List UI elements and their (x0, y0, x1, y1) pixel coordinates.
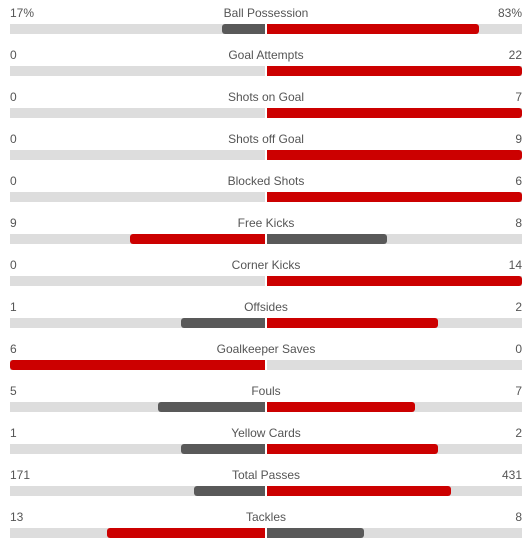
stat-row-total-passes: 171 Total Passes 431 (0, 468, 527, 510)
stat-bar-track (10, 150, 522, 160)
away-value: 9 (515, 132, 522, 146)
stat-row-corner-kicks: 0 Corner Kicks 14 (0, 258, 527, 300)
away-bar (267, 486, 451, 496)
away-value: 22 (508, 48, 522, 62)
home-bar (194, 486, 265, 496)
home-value: 0 (10, 174, 17, 188)
home-value: 171 (10, 468, 31, 482)
stat-bar-track (10, 66, 522, 76)
stat-bar-track (10, 192, 522, 202)
home-value: 6 (10, 342, 17, 356)
away-bar (267, 444, 438, 454)
stat-row-yellow-cards: 1 Yellow Cards 2 (0, 426, 527, 468)
stat-label: Ball Possession (223, 6, 309, 20)
stat-label: Offsides (244, 300, 288, 314)
home-bar (107, 528, 265, 538)
stat-bar-track (10, 24, 522, 34)
away-bar (267, 24, 479, 34)
away-value: 0 (515, 342, 522, 356)
home-value: 1 (10, 426, 17, 440)
home-value: 5 (10, 384, 17, 398)
home-bar (181, 318, 265, 328)
home-value: 0 (10, 90, 17, 104)
away-bar (267, 150, 522, 160)
home-value: 13 (10, 510, 24, 524)
away-bar (267, 234, 387, 244)
stat-row-fouls: 5 Fouls 7 (0, 384, 527, 426)
stat-bar-track (10, 486, 522, 496)
home-value: 9 (10, 216, 17, 230)
home-value: 0 (10, 48, 17, 62)
stat-row-shots-off-goal: 0 Shots off Goal 9 (0, 132, 527, 174)
stat-label: Shots off Goal (228, 132, 304, 146)
away-value: 6 (515, 174, 522, 188)
match-statistics: 17% Ball Possession 83% 0 Goal Attempts … (0, 6, 527, 538)
stat-label: Fouls (251, 384, 281, 398)
away-value: 2 (515, 426, 522, 440)
stat-row-goalkeeper-saves: 6 Goalkeeper Saves 0 (0, 342, 527, 384)
stat-label: Corner Kicks (231, 258, 301, 272)
home-bar (130, 234, 265, 244)
away-bar (267, 318, 438, 328)
stat-row-goal-attempts: 0 Goal Attempts 22 (0, 48, 527, 90)
home-bar (10, 360, 265, 370)
stat-label: Shots on Goal (227, 90, 305, 104)
stat-label: Blocked Shots (227, 174, 305, 188)
stat-row-free-kicks: 9 Free Kicks 8 (0, 216, 527, 258)
stat-label: Goalkeeper Saves (216, 342, 316, 356)
stat-bar-track (10, 234, 522, 244)
home-value: 17% (10, 6, 35, 20)
away-bar (267, 276, 522, 286)
away-value: 8 (515, 216, 522, 230)
stat-label: Yellow Cards (231, 426, 301, 440)
stat-bar-track (10, 360, 522, 370)
home-value: 0 (10, 258, 17, 272)
stat-bar-track (10, 108, 522, 118)
home-bar (181, 444, 265, 454)
away-value: 2 (515, 300, 522, 314)
home-value: 0 (10, 132, 17, 146)
away-value: 7 (515, 90, 522, 104)
stat-label: Goal Attempts (228, 48, 304, 62)
home-bar (222, 24, 265, 34)
home-bar (158, 402, 265, 412)
stat-row-blocked-shots: 0 Blocked Shots 6 (0, 174, 527, 216)
away-value: 7 (515, 384, 522, 398)
home-value: 1 (10, 300, 17, 314)
stat-row-ball-possession: 17% Ball Possession 83% (0, 6, 527, 48)
stat-label: Total Passes (231, 468, 301, 482)
away-bar (267, 66, 522, 76)
stat-bar-track (10, 276, 522, 286)
away-value: 8 (515, 510, 522, 524)
away-bar (267, 108, 522, 118)
stat-bar-track (10, 528, 522, 538)
stat-label: Free Kicks (237, 216, 295, 230)
stat-row-offsides: 1 Offsides 2 (0, 300, 527, 342)
stat-bar-track (10, 444, 522, 454)
away-value: 431 (501, 468, 522, 482)
stat-bar-track (10, 318, 522, 328)
away-bar (267, 528, 364, 538)
away-bar (267, 402, 415, 412)
stat-row-shots-on-goal: 0 Shots on Goal 7 (0, 90, 527, 132)
stat-label: Tackles (245, 510, 286, 524)
stat-bar-track (10, 402, 522, 412)
stat-row-tackles: 13 Tackles 8 (0, 510, 527, 552)
away-bar (267, 192, 522, 202)
away-value: 14 (508, 258, 522, 272)
away-value: 83% (497, 6, 522, 20)
